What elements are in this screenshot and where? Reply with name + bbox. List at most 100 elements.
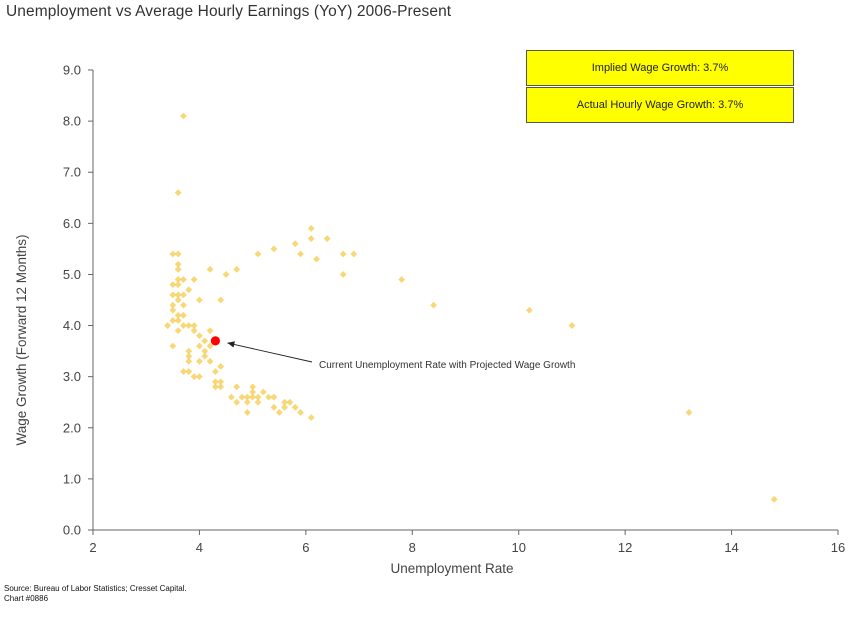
scatter-point xyxy=(174,291,182,299)
x-axis-ticks: 2 4 6 8 10 12 14 16 xyxy=(89,530,845,555)
scatter-point xyxy=(174,317,182,324)
scatter-point xyxy=(180,291,187,299)
y-tick-label: 0.0 xyxy=(63,523,81,538)
y-tick-label: 7.0 xyxy=(63,165,81,180)
scatter-point xyxy=(233,383,241,391)
scatter-point xyxy=(307,225,315,232)
scatter-point xyxy=(281,398,288,406)
current-rate-annotation: Current Unemployment Rate with Projected… xyxy=(319,360,575,371)
scatter-point xyxy=(196,296,203,304)
scatter-point xyxy=(169,281,177,289)
x-axis-label: Unemployment Rate xyxy=(390,561,513,576)
scatter-point xyxy=(174,296,182,304)
actual-wage-growth-callout: Actual Hourly Wage Growth: 3.7% xyxy=(526,87,794,123)
scatter-point xyxy=(190,276,198,283)
scatter-point xyxy=(169,317,177,324)
scatter-point xyxy=(233,265,241,273)
x-tick-label: 16 xyxy=(831,540,845,555)
scatter-point xyxy=(339,250,347,258)
annotation-arrow-line xyxy=(227,342,313,363)
source-text: Source: Bureau of Labor Statistics; Cres… xyxy=(4,584,187,593)
scatter-point xyxy=(180,322,187,329)
scatter-point xyxy=(249,388,257,396)
scatter-point xyxy=(254,398,262,406)
x-tick-label: 6 xyxy=(302,540,309,555)
y-tick-label: 8.0 xyxy=(63,114,81,129)
scatter-point xyxy=(339,271,347,278)
scatter-point xyxy=(201,352,209,360)
scatter-point xyxy=(286,398,294,406)
annotation-arrow-head xyxy=(227,341,235,348)
scatter-point xyxy=(201,347,209,355)
scatter-point xyxy=(297,409,304,416)
scatter-point xyxy=(206,265,214,273)
scatter-point xyxy=(227,393,235,401)
scatter-point xyxy=(770,495,778,503)
scatter-point xyxy=(174,281,182,289)
scatter-point xyxy=(270,393,278,401)
scatter-point xyxy=(270,245,278,253)
scatter-point xyxy=(169,250,177,258)
scatter-point xyxy=(281,403,288,411)
source-note: Source: Bureau of Labor Statistics; Cres… xyxy=(4,584,187,604)
scatter-point xyxy=(525,306,533,314)
scatter-point xyxy=(185,368,193,375)
scatter-point xyxy=(185,352,193,360)
scatter-point xyxy=(233,398,241,406)
x-tick-label: 2 xyxy=(89,540,96,555)
scatter-point xyxy=(254,250,262,258)
scatter-point xyxy=(313,255,320,263)
scatter-point xyxy=(180,112,187,120)
scatter-point xyxy=(307,235,315,243)
scatter-point xyxy=(196,342,203,350)
scatter-point xyxy=(249,383,257,391)
scatter-point xyxy=(180,301,187,309)
scatter-point xyxy=(243,409,251,416)
scatter-point xyxy=(190,327,198,335)
chart-number: Chart #0886 xyxy=(4,594,49,603)
y-axis-label: Wage Growth (Forward 12 Months) xyxy=(14,234,29,445)
scatter-point xyxy=(206,327,214,335)
scatter-point xyxy=(350,250,358,258)
scatter-point xyxy=(238,393,246,401)
scatter-point xyxy=(217,378,225,386)
implied-wage-growth-callout: Implied Wage Growth: 3.7% xyxy=(526,50,794,86)
x-tick-label: 8 xyxy=(409,540,416,555)
scatter-point xyxy=(259,388,267,396)
scatter-point xyxy=(174,265,182,273)
scatter-point xyxy=(222,271,230,278)
scatter-point xyxy=(196,357,203,365)
scatter-point xyxy=(297,250,304,258)
scatter-point xyxy=(180,311,187,319)
scatter-point xyxy=(211,383,219,391)
highlight-layer xyxy=(210,336,313,363)
scatter-point xyxy=(169,342,177,350)
y-axis-ticks: 0.0 1.0 2.0 3.0 4.0 5.0 6.0 7.0 8.0 9.0 xyxy=(63,63,93,538)
scatter-point xyxy=(249,393,257,401)
scatter-point xyxy=(217,363,225,370)
scatter-point xyxy=(190,373,198,381)
scatter-point xyxy=(174,260,182,268)
scatter-point xyxy=(568,322,576,329)
scatter-point xyxy=(169,301,177,309)
scatter-point xyxy=(291,403,299,411)
scatter-point xyxy=(430,301,437,309)
x-tick-label: 4 xyxy=(196,540,203,555)
scatter-point xyxy=(398,276,406,283)
scatter-point xyxy=(323,235,331,243)
scatter-point xyxy=(265,393,273,401)
y-tick-label: 4.0 xyxy=(63,318,81,333)
scatter-point xyxy=(685,409,693,416)
scatter-point xyxy=(270,403,278,411)
scatter-point xyxy=(201,337,209,345)
scatter-point xyxy=(174,250,182,258)
scatter-point xyxy=(206,357,214,365)
scatter-points xyxy=(164,112,778,503)
scatter-point xyxy=(217,383,225,391)
scatter-point xyxy=(164,322,171,329)
scatter-point xyxy=(206,342,214,350)
scatter-point xyxy=(169,291,177,299)
x-tick-label: 12 xyxy=(618,540,632,555)
scatter-point xyxy=(190,322,198,329)
